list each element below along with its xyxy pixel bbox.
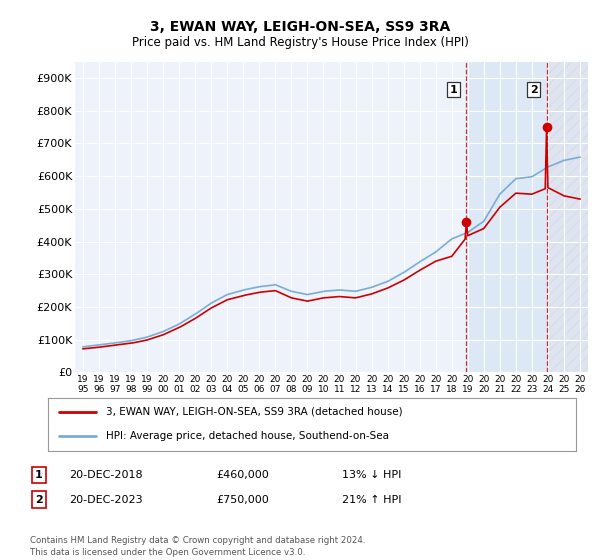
Text: 20-DEC-2018: 20-DEC-2018 [69,470,143,480]
Text: £750,000: £750,000 [216,494,269,505]
Text: 2: 2 [530,85,538,95]
Text: £460,000: £460,000 [216,470,269,480]
Text: Price paid vs. HM Land Registry's House Price Index (HPI): Price paid vs. HM Land Registry's House … [131,36,469,49]
Text: Contains HM Land Registry data © Crown copyright and database right 2024.
This d: Contains HM Land Registry data © Crown c… [30,536,365,557]
Text: 2: 2 [35,494,43,505]
Text: 13% ↓ HPI: 13% ↓ HPI [342,470,401,480]
Text: 21% ↑ HPI: 21% ↑ HPI [342,494,401,505]
Text: HPI: Average price, detached house, Southend-on-Sea: HPI: Average price, detached house, Sout… [106,431,389,441]
Text: 3, EWAN WAY, LEIGH-ON-SEA, SS9 3RA (detached house): 3, EWAN WAY, LEIGH-ON-SEA, SS9 3RA (deta… [106,407,403,417]
Text: 1: 1 [35,470,43,480]
Text: 20-DEC-2023: 20-DEC-2023 [69,494,143,505]
Bar [466,62,547,372]
Text: 3, EWAN WAY, LEIGH-ON-SEA, SS9 3RA: 3, EWAN WAY, LEIGH-ON-SEA, SS9 3RA [150,20,450,34]
Bar [547,62,588,372]
Text: 1: 1 [450,85,457,95]
